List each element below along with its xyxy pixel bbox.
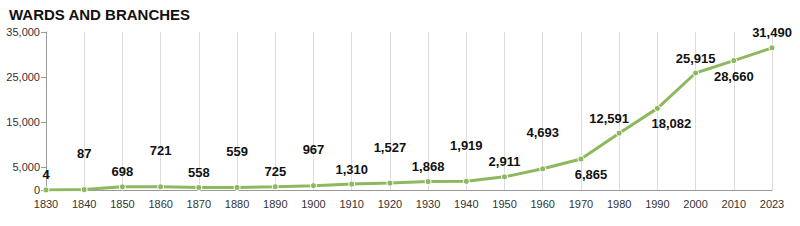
svg-text:2,911: 2,911 [489,154,521,169]
svg-text:1900: 1900 [301,198,325,210]
svg-text:1,527: 1,527 [374,140,407,155]
svg-text:1950: 1950 [492,198,516,210]
svg-text:1930: 1930 [416,198,440,210]
svg-text:1840: 1840 [72,198,96,210]
svg-text:1920: 1920 [378,198,402,210]
svg-text:1870: 1870 [187,198,211,210]
svg-text:WARDS AND BRANCHES: WARDS AND BRANCHES [9,6,190,23]
svg-text:28,660: 28,660 [714,69,754,84]
svg-text:18,082: 18,082 [651,116,691,131]
svg-text:1,919: 1,919 [450,138,483,153]
svg-text:1860: 1860 [148,198,172,210]
svg-text:1970: 1970 [569,198,593,210]
svg-text:559: 559 [226,144,248,159]
svg-text:1850: 1850 [110,198,134,210]
svg-text:15,000: 15,000 [6,116,40,128]
svg-text:725: 725 [264,164,286,179]
svg-text:1,310: 1,310 [335,162,368,177]
svg-text:25,000: 25,000 [6,71,40,83]
svg-text:35,000: 35,000 [6,26,40,38]
svg-text:2023: 2023 [760,198,784,210]
svg-text:1980: 1980 [607,198,631,210]
svg-text:5,000: 5,000 [12,161,40,173]
svg-text:1910: 1910 [339,198,363,210]
svg-text:1890: 1890 [263,198,287,210]
svg-text:0: 0 [34,184,40,196]
svg-text:1880: 1880 [225,198,249,210]
svg-text:2010: 2010 [722,198,746,210]
svg-text:558: 558 [188,165,210,180]
svg-text:967: 967 [303,142,325,157]
svg-text:1960: 1960 [530,198,554,210]
svg-text:1,868: 1,868 [412,159,445,174]
svg-text:721: 721 [150,143,172,158]
svg-text:87: 87 [77,146,91,161]
svg-text:31,490: 31,490 [752,25,792,40]
svg-text:6,865: 6,865 [575,167,608,182]
svg-text:2000: 2000 [683,198,707,210]
svg-text:1990: 1990 [645,198,669,210]
svg-text:12,591: 12,591 [589,111,629,126]
svg-text:1830: 1830 [34,198,58,210]
svg-text:25,915: 25,915 [676,51,716,66]
svg-text:1940: 1940 [454,198,478,210]
svg-text:4,693: 4,693 [526,125,559,140]
svg-text:4: 4 [42,167,50,182]
svg-text:698: 698 [112,164,134,179]
